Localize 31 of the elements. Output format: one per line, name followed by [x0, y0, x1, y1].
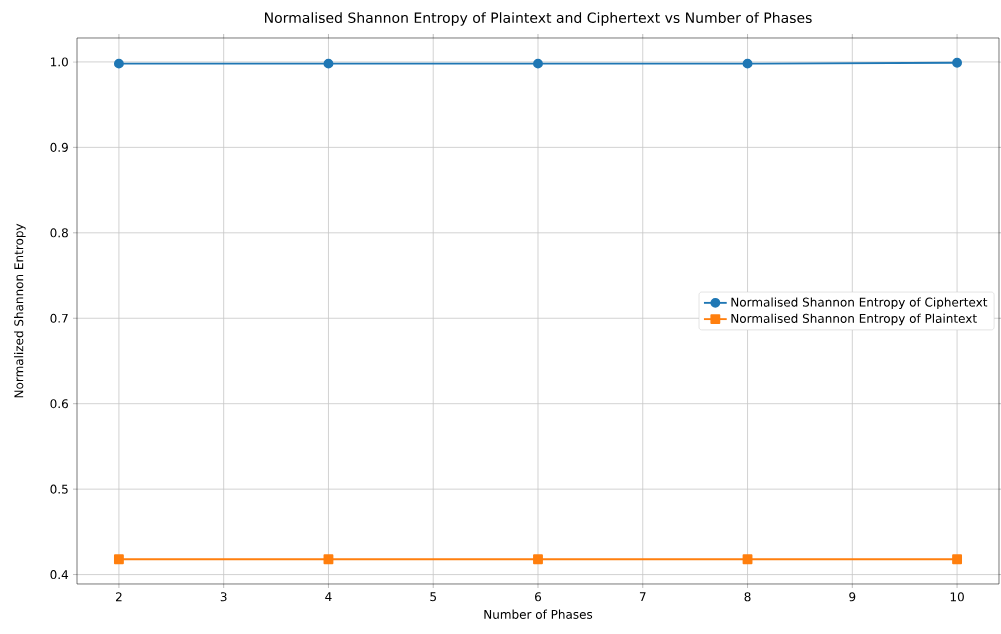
- legend-label: Normalised Shannon Entropy of Plaintext: [731, 313, 977, 326]
- point: [323, 58, 334, 69]
- x-tick-label: 4: [325, 592, 332, 601]
- point: [323, 554, 334, 565]
- point: [533, 58, 543, 69]
- point: [113, 554, 124, 565]
- legend-label: Normalised Shannon Entropy of Ciphertext: [731, 297, 988, 310]
- point: [952, 554, 963, 565]
- x-tick-label: 8: [744, 592, 751, 602]
- y-tick-label: 0.7: [50, 313, 68, 323]
- x-tick-label: 3: [220, 592, 227, 602]
- point: [742, 554, 753, 565]
- point: [113, 58, 124, 69]
- x-tick-label: 6: [535, 592, 542, 602]
- y-tick-label: 1.0: [50, 57, 68, 67]
- x-axis-title: Number of Phases: [484, 609, 593, 619]
- point: [952, 57, 963, 68]
- x-tick-label: 7: [639, 592, 646, 601]
- point: [742, 58, 753, 69]
- point: [533, 554, 543, 565]
- y-tick-label: 0.6: [50, 399, 68, 409]
- x-tick-label: 5: [430, 592, 436, 602]
- y-tick-label: 0.4: [50, 570, 69, 580]
- chart-title: Normalised Shannon Entropy of Plaintext and Ciphertext vs Number of Phases: [265, 12, 812, 26]
- x-tick-label: 9: [849, 592, 856, 602]
- y-tick-label: 0.8: [50, 228, 68, 238]
- y-tick-label: 0.5: [50, 484, 68, 494]
- x-tick-label: 10: [950, 592, 964, 602]
- x-tick-label: 2: [115, 592, 122, 602]
- y-axis-title: Normalized Shannon Entropy: [14, 223, 26, 398]
- y-tick-label: 0.9: [50, 142, 68, 152]
